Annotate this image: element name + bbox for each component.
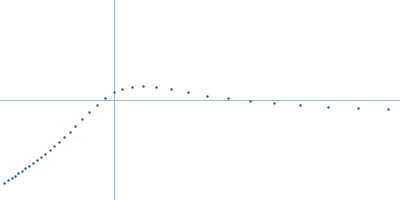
Point [94, 103, 100, 106]
Point [225, 97, 231, 100]
Point [247, 99, 253, 102]
Point [46, 148, 53, 152]
Point [204, 94, 210, 97]
Point [185, 90, 191, 94]
Point [1, 181, 7, 185]
Point [72, 124, 78, 128]
Point [61, 135, 68, 138]
Point [30, 161, 36, 164]
Point [79, 118, 85, 121]
Point [42, 152, 48, 155]
Point [38, 155, 44, 158]
Point [12, 174, 18, 177]
Point [5, 179, 11, 182]
Point [66, 130, 73, 133]
Point [102, 96, 108, 100]
Point [56, 140, 62, 143]
Point [9, 176, 15, 180]
Point [15, 172, 22, 175]
Point [19, 169, 25, 172]
Point [355, 106, 361, 110]
Point [110, 91, 117, 94]
Point [271, 102, 277, 105]
Point [168, 88, 174, 91]
Point [140, 85, 146, 88]
Point [26, 164, 32, 167]
Point [119, 87, 125, 90]
Point [153, 86, 159, 89]
Point [297, 104, 303, 107]
Point [22, 166, 28, 170]
Point [86, 110, 92, 114]
Point [129, 85, 135, 88]
Point [385, 107, 391, 110]
Point [34, 158, 40, 162]
Point [51, 144, 58, 148]
Point [325, 105, 331, 108]
